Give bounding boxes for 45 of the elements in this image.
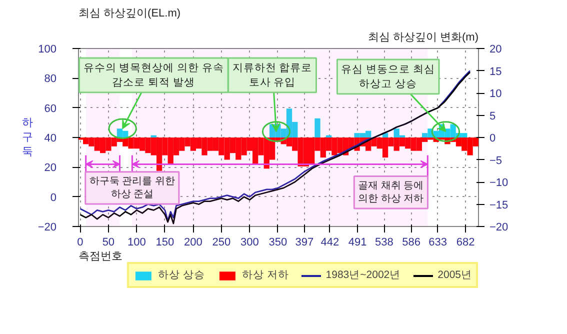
x-tick-label: 350 bbox=[268, 236, 288, 248]
y2-tick-label: 15 bbox=[490, 66, 502, 78]
y-axis-title: 최심 하상깊이(EL.m) bbox=[78, 8, 181, 20]
x-tick-label: 50 bbox=[102, 236, 115, 248]
band-label: 하구둑 관리를 위한 하상 준설 bbox=[89, 176, 175, 200]
annotation: 지류하천 합류로 토사 유입 bbox=[232, 62, 312, 88]
x-tick-label: 150 bbox=[156, 236, 174, 248]
y-tick-label: 0 bbox=[50, 192, 57, 204]
x-tick-label: 442 bbox=[320, 236, 340, 248]
x-tick-label: 491 bbox=[348, 236, 367, 248]
y-tick-label: 100 bbox=[38, 44, 57, 56]
x-tick-label: 682 bbox=[456, 236, 475, 248]
y2-tick-label: −10 bbox=[490, 177, 508, 189]
legend-label: 2005년 bbox=[438, 268, 472, 282]
y2-tick-label: −20 bbox=[490, 222, 508, 234]
x-axis-title: 측점번호 bbox=[78, 250, 122, 262]
legend-label: 하상 저하 bbox=[242, 268, 289, 282]
y2-tick-label: 20 bbox=[490, 44, 502, 56]
y2-tick-label: 5 bbox=[490, 110, 496, 122]
annotation: 유심 변동으로 최심 하상고 상승 bbox=[341, 63, 436, 90]
annotation: 유수의 병목현상에 의한 유속 감소로 퇴적 발생 bbox=[83, 62, 224, 88]
y-tick-label: 40 bbox=[44, 132, 57, 144]
x-tick-label: 300 bbox=[240, 236, 259, 248]
legend-label: 하상 상승 bbox=[158, 268, 205, 282]
y2-tick-label: −15 bbox=[490, 199, 508, 212]
x-tick-label: 538 bbox=[374, 236, 394, 248]
bar bbox=[314, 118, 320, 138]
y-tick-label: 20 bbox=[44, 162, 57, 174]
x-tick-label: 100 bbox=[128, 236, 146, 248]
band-label: 골재 채취 등에 의한 하상 저하 bbox=[358, 180, 424, 204]
y2-tick-label: −5 bbox=[490, 154, 502, 167]
x-tick-label: 633 bbox=[428, 236, 448, 248]
y2-tick-label: 10 bbox=[490, 88, 502, 100]
text: 하구둑 bbox=[22, 117, 33, 158]
x-tick-label: 200 bbox=[184, 236, 202, 248]
legend-label: 1983년~2002년 bbox=[326, 268, 401, 282]
y-tick-label: −20 bbox=[38, 222, 57, 234]
x-tick-label: 0 bbox=[77, 236, 84, 248]
y-tick-label: 80 bbox=[44, 73, 57, 86]
y2-axis-title: 최심 하상깊이 변화(m) bbox=[368, 32, 479, 44]
x-tick-label: 586 bbox=[402, 236, 420, 248]
y2-tick-label: 0 bbox=[490, 132, 496, 144]
x-tick-label: 397 bbox=[295, 236, 314, 248]
x-tick-label: 250 bbox=[212, 236, 231, 248]
y-tick-label: 60 bbox=[44, 102, 57, 115]
